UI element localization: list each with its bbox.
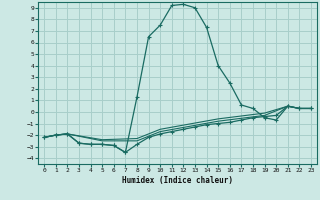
X-axis label: Humidex (Indice chaleur): Humidex (Indice chaleur) (122, 176, 233, 185)
